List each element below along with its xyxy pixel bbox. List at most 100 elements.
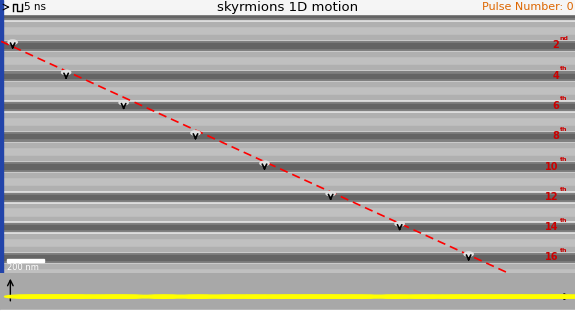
Text: 10: 10 (546, 162, 559, 171)
Circle shape (533, 282, 542, 287)
Text: skyrmions 1D motion: skyrmions 1D motion (217, 1, 358, 14)
Text: 4: 4 (552, 71, 559, 81)
Circle shape (102, 295, 151, 298)
Bar (0, 186, 575, 190)
Circle shape (337, 295, 385, 298)
Circle shape (191, 131, 200, 135)
Bar (0, 4, 575, 8)
Bar (0, 0, 3, 273)
Circle shape (25, 295, 73, 298)
Bar (0, 121, 575, 151)
Bar (0, 35, 575, 39)
Bar (0, 0, 575, 14)
Bar (0, 126, 575, 130)
Bar (0, 113, 575, 116)
Circle shape (258, 295, 306, 298)
Bar (0, 190, 575, 203)
Circle shape (541, 295, 575, 298)
Circle shape (469, 295, 517, 298)
Circle shape (62, 70, 71, 75)
Text: nd: nd (559, 36, 568, 41)
Circle shape (448, 295, 497, 298)
Circle shape (232, 295, 280, 298)
Circle shape (488, 295, 536, 298)
Circle shape (400, 295, 448, 298)
Bar (0, 82, 575, 86)
Bar (0, 69, 575, 82)
Circle shape (297, 295, 345, 298)
Bar (0, 99, 575, 113)
Bar (0, 61, 575, 91)
Bar (0, 0, 575, 30)
Bar (0, 65, 575, 69)
Bar (0, 91, 575, 121)
Circle shape (427, 295, 476, 298)
Bar (0, 39, 575, 52)
Bar (7, 259, 44, 262)
Bar (0, 220, 575, 234)
Text: th: th (559, 66, 567, 71)
Circle shape (56, 295, 105, 298)
Bar (0, 11, 575, 19)
Circle shape (464, 252, 473, 256)
Text: 8: 8 (552, 131, 559, 141)
Circle shape (326, 192, 335, 196)
Bar (0, 192, 575, 201)
Bar (0, 52, 575, 56)
Bar (0, 310, 575, 314)
Circle shape (8, 40, 17, 44)
Bar (0, 212, 575, 242)
Bar (0, 73, 575, 78)
Text: th: th (559, 157, 567, 162)
Bar (0, 41, 575, 50)
Text: th: th (559, 96, 567, 101)
Text: 200 nm: 200 nm (7, 263, 39, 272)
Bar (0, 247, 575, 251)
Circle shape (119, 100, 128, 105)
Circle shape (278, 295, 326, 298)
Circle shape (527, 295, 575, 298)
Bar (0, 95, 575, 99)
Text: 12: 12 (546, 192, 559, 202)
Bar (0, 165, 575, 169)
Bar (0, 182, 575, 212)
Text: th: th (559, 127, 567, 132)
Circle shape (174, 295, 223, 298)
Text: 14: 14 (546, 222, 559, 232)
Bar (0, 30, 575, 61)
Bar (0, 251, 575, 264)
Bar (0, 72, 575, 80)
Bar (0, 203, 575, 208)
Circle shape (260, 161, 269, 165)
Bar (0, 217, 575, 220)
Bar (0, 104, 575, 108)
Bar (0, 130, 575, 143)
Bar (0, 8, 575, 22)
Circle shape (82, 295, 131, 298)
Bar (0, 253, 575, 262)
Text: 6: 6 (552, 101, 559, 111)
Circle shape (315, 295, 363, 298)
Circle shape (140, 295, 188, 298)
Bar (0, 223, 575, 231)
Bar (0, 13, 575, 17)
Circle shape (395, 222, 404, 226)
Bar (0, 102, 575, 110)
Bar (0, 134, 575, 138)
Circle shape (506, 295, 554, 298)
Text: th: th (559, 187, 567, 192)
Bar (0, 22, 575, 26)
Text: Pulse Number: 0: Pulse Number: 0 (482, 2, 574, 12)
Bar (0, 255, 575, 260)
Bar (0, 264, 575, 268)
Bar (0, 234, 575, 238)
Text: 16: 16 (546, 252, 559, 263)
Circle shape (206, 295, 254, 298)
Text: 5 ns: 5 ns (24, 2, 46, 12)
Bar (0, 173, 575, 177)
Bar (0, 151, 575, 182)
Bar (0, 143, 575, 147)
Text: th: th (559, 248, 567, 253)
Bar (0, 225, 575, 229)
Bar (0, 195, 575, 199)
